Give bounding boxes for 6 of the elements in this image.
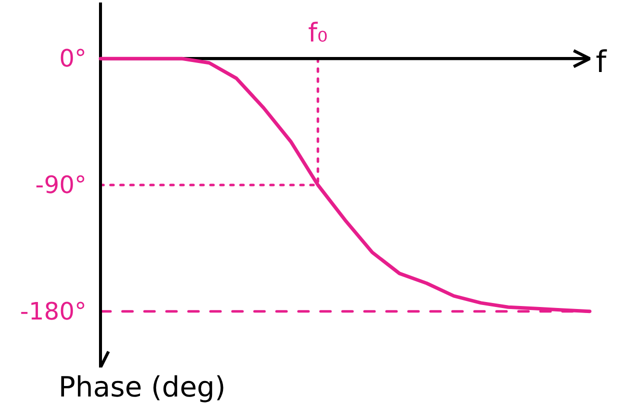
- annotation: f₀: [308, 18, 328, 49]
- y-tick-label: -90°: [35, 171, 87, 199]
- y-tick-label: 0°: [59, 44, 87, 73]
- x-axis-title: f: [596, 45, 608, 80]
- y-tick-label: -180°: [20, 297, 86, 326]
- y-axis-title: Phase (deg): [58, 370, 226, 404]
